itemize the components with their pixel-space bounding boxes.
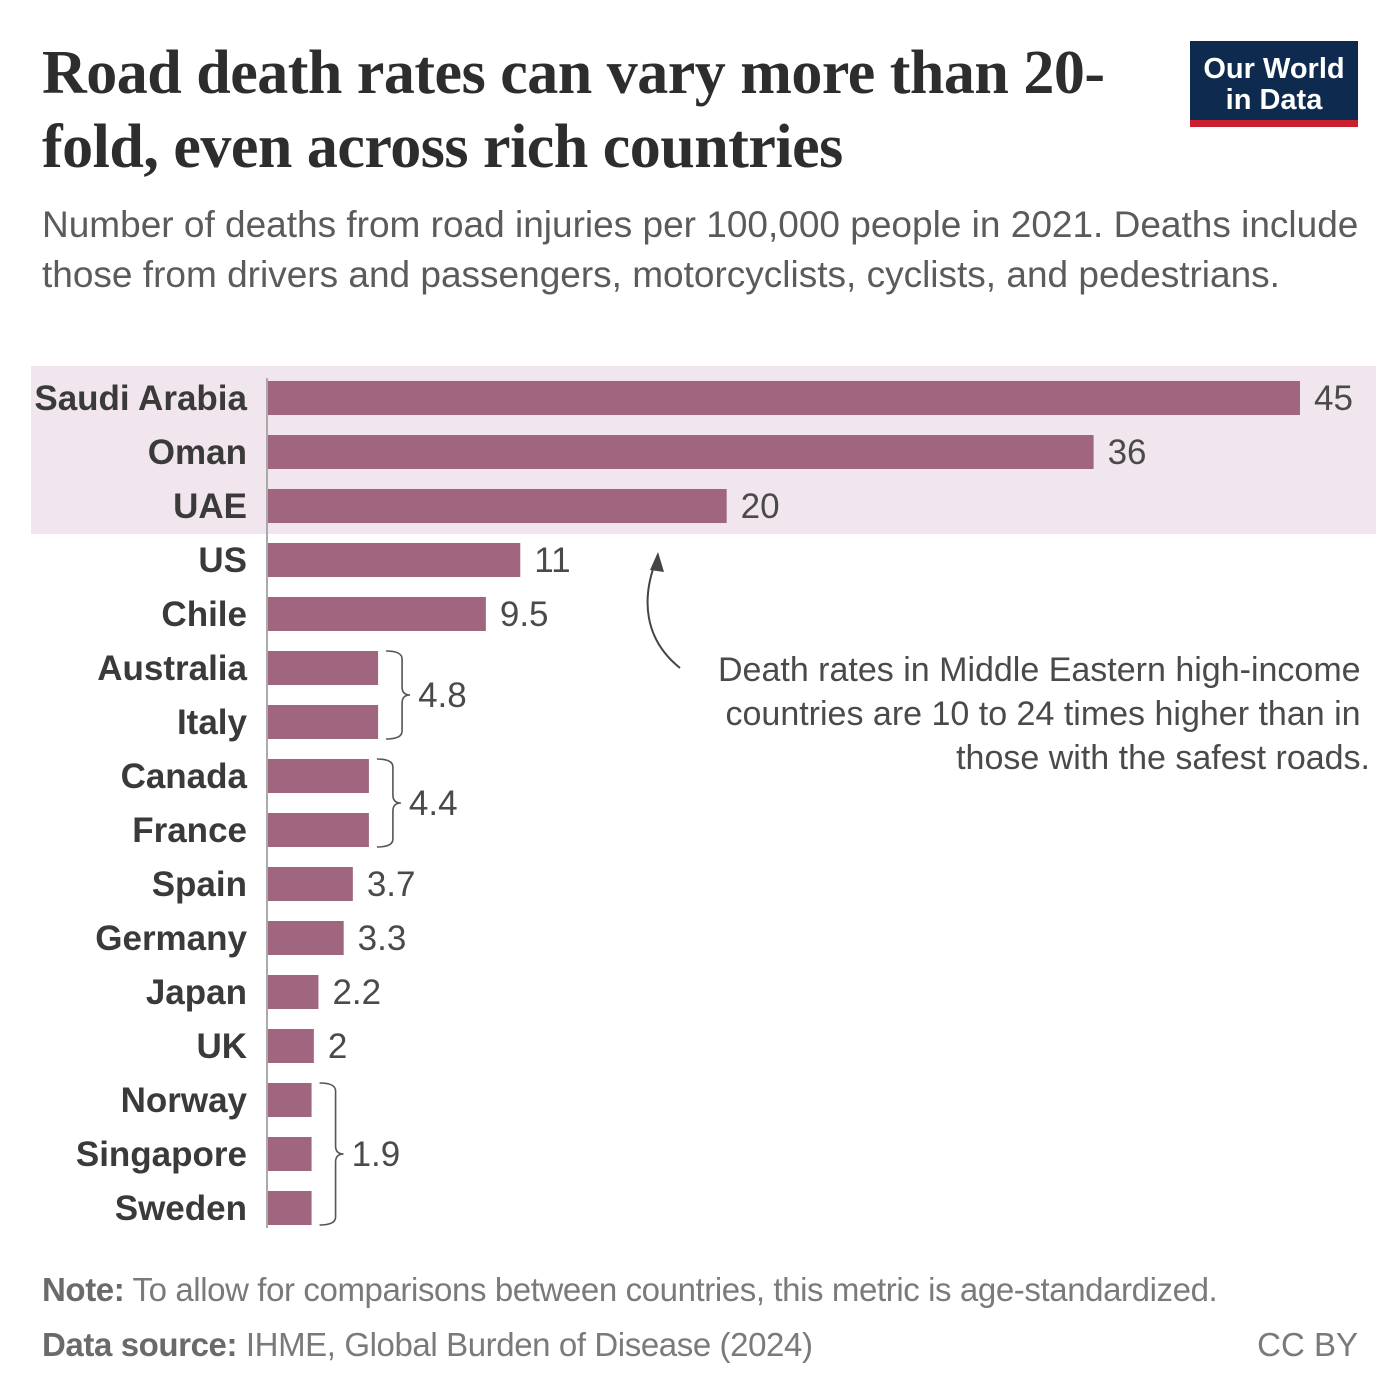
value-label: 3.3 [358, 919, 407, 958]
chart-subtitle: Number of deaths from road injuries per … [42, 204, 1359, 295]
group-bracket [319, 1082, 344, 1226]
category-label: Spain [152, 865, 247, 904]
group-bracket [386, 650, 411, 740]
bar-australia[interactable] [268, 651, 379, 685]
source-label: Data source: [42, 1326, 238, 1363]
logo-line1: Our World [1203, 53, 1345, 85]
annotation-line: countries are 10 to 24 times higher than… [726, 695, 1361, 733]
footer: Note: To allow for comparisons between c… [42, 1262, 1382, 1372]
category-label: Japan [146, 973, 247, 1012]
value-label: 36 [1108, 433, 1147, 472]
arrowhead-icon [650, 552, 664, 572]
bar-saudi-arabia[interactable] [268, 381, 1300, 415]
value-label: 2.2 [332, 973, 381, 1012]
bar-us[interactable] [268, 543, 521, 577]
group-value-label: 1.9 [352, 1135, 401, 1174]
annotation-line: those with the safest roads. [956, 739, 1370, 777]
owid-logo[interactable]: Our World in Data [1190, 41, 1358, 127]
license[interactable]: CC BY [1257, 1326, 1358, 1363]
bar-norway[interactable] [268, 1083, 312, 1117]
logo-line2: in Data [1225, 84, 1323, 116]
note: Note: To allow for comparisons between c… [42, 1262, 1382, 1317]
value-label: 9.5 [500, 595, 549, 634]
chart-title: Road death rates can vary more than 20-f… [42, 39, 1105, 181]
category-label: Australia [97, 649, 247, 688]
value-label: 45 [1314, 379, 1353, 418]
category-label: US [198, 541, 247, 580]
category-label: Germany [95, 919, 247, 958]
value-label: 11 [534, 541, 570, 580]
category-label: Singapore [76, 1135, 247, 1174]
category-label: Norway [121, 1081, 248, 1120]
category-label: France [132, 811, 247, 850]
value-label: 3.7 [367, 865, 416, 904]
note-label: Note: [42, 1271, 125, 1308]
category-label: Saudi Arabia [34, 379, 247, 418]
source: Data source: IHME, Global Burden of Dise… [42, 1317, 1382, 1372]
value-label: 20 [741, 487, 780, 526]
bar-canada[interactable] [268, 759, 369, 793]
category-label: UAE [173, 487, 247, 526]
bar-japan[interactable] [268, 975, 319, 1009]
category-label: Italy [177, 703, 248, 742]
bar-germany[interactable] [268, 921, 344, 955]
bar-uae[interactable] [268, 489, 727, 523]
note-text: To allow for comparisons between countri… [132, 1271, 1218, 1308]
category-label: UK [196, 1027, 247, 1066]
bar-sweden[interactable] [268, 1191, 312, 1225]
annotation-text: Death rates in Middle Eastern high-incom… [718, 651, 1370, 777]
bar-spain[interactable] [268, 867, 353, 901]
group-value-label: 4.4 [409, 784, 458, 823]
value-label: 2 [328, 1027, 347, 1066]
category-label: Sweden [115, 1189, 247, 1228]
category-label: Oman [148, 433, 247, 472]
bar-chile[interactable] [268, 597, 486, 631]
group-value-label: 4.8 [418, 676, 467, 715]
category-label: Chile [161, 595, 247, 634]
group-bracket [376, 758, 401, 848]
bar-uk[interactable] [268, 1029, 314, 1063]
bar-france[interactable] [268, 813, 369, 847]
source-text: IHME, Global Burden of Disease (2024) [245, 1326, 813, 1363]
bar-singapore[interactable] [268, 1137, 312, 1171]
annotation-arrow [646, 557, 681, 669]
bar-italy[interactable] [268, 705, 379, 739]
category-label: Canada [121, 757, 248, 796]
annotation-line: Death rates in Middle Eastern high-incom… [718, 651, 1361, 689]
bar-oman[interactable] [268, 435, 1094, 469]
